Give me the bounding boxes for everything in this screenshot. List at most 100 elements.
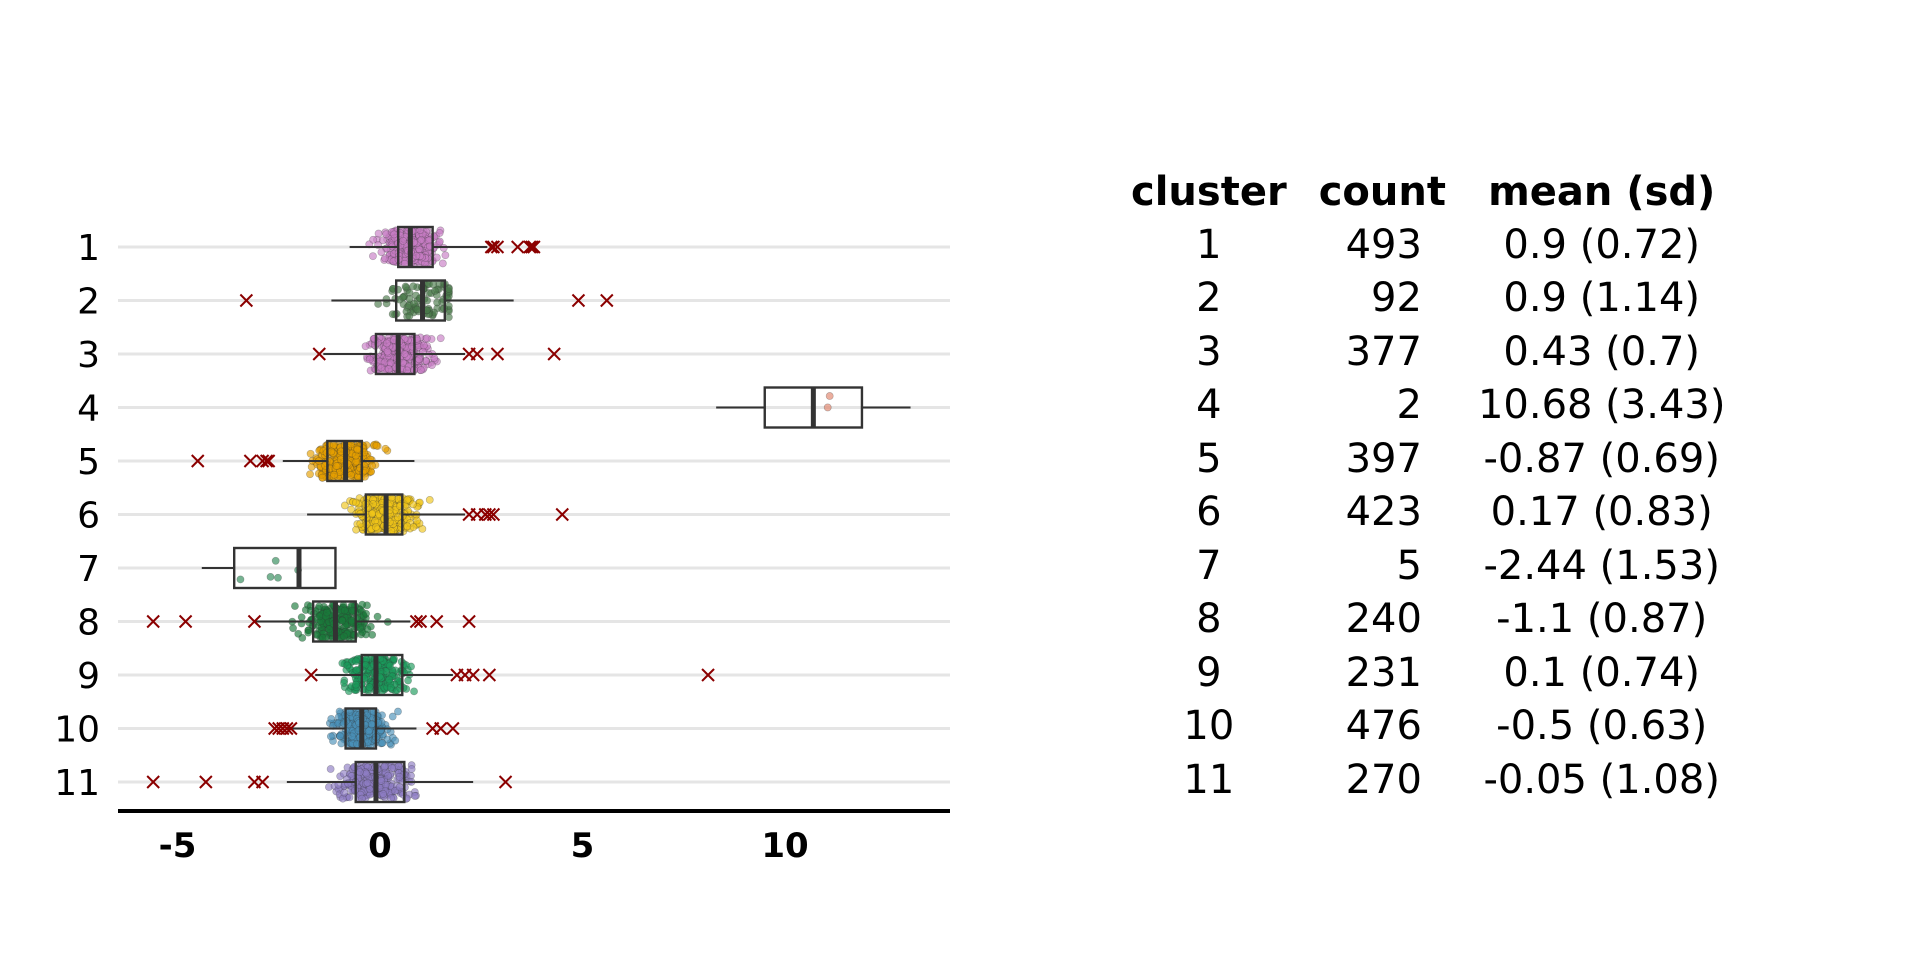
cell-cluster: 5 (1196, 435, 1222, 482)
outlier-marker (555, 507, 569, 522)
data-point (409, 282, 418, 291)
data-point (369, 500, 377, 508)
cell-mean-sd: -0.05 (1.08) (1483, 756, 1720, 803)
outlier-marker (284, 721, 298, 736)
data-point (348, 732, 356, 741)
x-tick-label: 10 (761, 826, 808, 866)
outlier-stroke (304, 668, 318, 682)
cell-count: 493 (1345, 221, 1422, 268)
cell-mean-sd: 10.68 (3.43) (1477, 382, 1726, 429)
outlier-marker (527, 240, 541, 254)
data-point (384, 365, 393, 373)
data-point (327, 715, 336, 723)
outlier-marker (304, 668, 318, 682)
outlier-stroke (409, 614, 424, 629)
data-point (327, 447, 336, 456)
cell-count: 2 (1396, 382, 1422, 429)
data-point (390, 654, 398, 663)
outlier-stroke (146, 775, 160, 789)
data-point (391, 736, 400, 745)
data-point (358, 600, 367, 609)
cell-mean-sd: -2.44 (1.53) (1483, 542, 1720, 589)
outlier-marker (571, 293, 586, 308)
box (354, 760, 406, 804)
data-point (417, 236, 426, 244)
outlier-stroke (280, 721, 294, 736)
outlier-marker (490, 240, 505, 254)
data-point (432, 253, 441, 262)
y-tick-label: 8 (77, 603, 100, 644)
x-tick-label: 0 (368, 826, 392, 866)
data-point (419, 341, 428, 350)
data-point (394, 513, 402, 522)
data-point (438, 259, 447, 268)
data-point (400, 349, 409, 358)
outlier-marker (486, 240, 501, 254)
cell-mean-sd: -0.87 (0.69) (1483, 435, 1720, 482)
data-point (386, 661, 394, 670)
header-count: count (1318, 168, 1446, 215)
data-point (377, 363, 386, 372)
data-point (390, 230, 398, 239)
outlier-stroke (462, 614, 476, 629)
y-tick-label: 10 (54, 710, 100, 751)
data-point (318, 473, 327, 482)
data-point (236, 575, 245, 584)
table-row: 11 270 -0.05 (1.08) (1115, 753, 1741, 807)
outlier-marker (239, 293, 254, 308)
table-row: 9 231 0.1 (0.74) (1115, 646, 1741, 700)
data-point (383, 347, 392, 356)
outlier-stroke (701, 668, 715, 682)
table-row: 5 397 -0.87 (0.69) (1115, 432, 1741, 486)
data-point (352, 666, 361, 674)
outlier-stroke (490, 347, 505, 361)
table-row: 6 423 0.17 (0.83) (1115, 486, 1741, 540)
x-axis: -5 0 5 10 (118, 809, 950, 866)
data-point (413, 305, 422, 314)
outlier-stroke (434, 721, 448, 736)
summary-table: cluster count mean (sd) 1 493 0.9 (0.72) 2 9… (1115, 165, 1741, 807)
data-point (395, 772, 404, 781)
data-point (422, 334, 431, 343)
data-point (433, 298, 441, 307)
data-point (337, 739, 346, 748)
data-point (266, 573, 275, 581)
x-tick-label: -5 (159, 826, 197, 866)
outlier-stroke (261, 454, 276, 468)
data-point (289, 624, 297, 633)
data-point (381, 444, 390, 453)
data-point (399, 236, 407, 245)
data-point (407, 662, 415, 671)
data-point (369, 235, 378, 244)
outlier-marker (482, 507, 497, 522)
table-row: 2 92 0.9 (1.14) (1115, 272, 1741, 326)
cell-cluster: 1 (1196, 221, 1222, 268)
outlier-stroke (255, 454, 270, 468)
outlier-stroke (259, 454, 274, 468)
outlier-marker (146, 614, 160, 629)
data-point (347, 616, 356, 625)
outlier-marker (523, 240, 537, 254)
data-point (351, 498, 360, 507)
outlier-marker (146, 775, 160, 789)
table-header-row: cluster count mean (sd) (1115, 165, 1741, 218)
data-point (409, 500, 417, 509)
data-point (429, 280, 438, 289)
data-point (378, 739, 387, 747)
cell-mean-sd: -1.1 (0.87) (1496, 596, 1708, 643)
outlier-marker (434, 721, 448, 736)
outlier-marker (525, 240, 539, 254)
data-point (436, 334, 445, 343)
outlier-stroke (199, 775, 213, 789)
data-point (395, 783, 404, 792)
cell-mean-sd: 0.43 (0.7) (1503, 328, 1700, 375)
data-point (444, 284, 453, 293)
data-point (435, 229, 444, 237)
outlier-stroke (255, 775, 270, 789)
outlier-marker (462, 614, 476, 629)
data-point (394, 762, 403, 770)
data-point (385, 675, 394, 684)
cell-count: 5 (1396, 542, 1422, 589)
outlier-stroke (178, 614, 193, 629)
